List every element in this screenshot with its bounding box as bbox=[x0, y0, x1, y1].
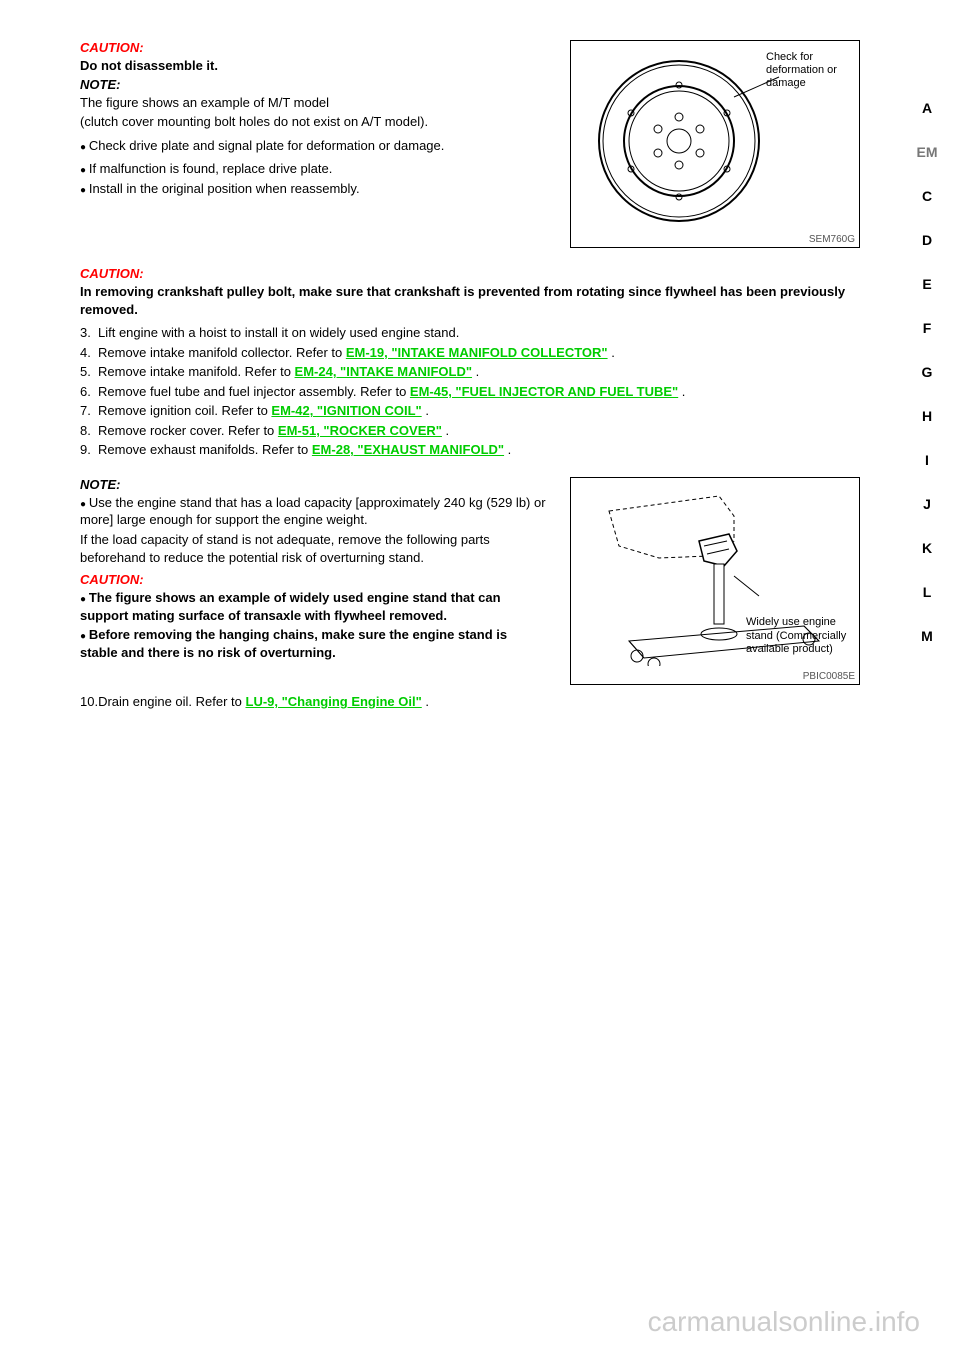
step-number: 3. bbox=[80, 324, 98, 342]
caution-text-2: In removing crankshaft pulley bolt, make… bbox=[80, 283, 860, 318]
step-number: 7. bbox=[80, 402, 98, 420]
fig2-callout: Widely use engine stand (Commercially av… bbox=[746, 616, 851, 656]
page-content: CAUTION: Do not disassemble it. NOTE: Th… bbox=[0, 0, 960, 752]
figure-driveplate: Check for deformation or damage SEM760G bbox=[570, 40, 860, 248]
watermark: carmanualsonline.info bbox=[648, 1306, 920, 1338]
caution-line: Do not disassemble it. bbox=[80, 57, 548, 75]
caution-bullet-line: The figure shows an example of widely us… bbox=[80, 589, 548, 624]
caution-bullet-line: Before removing the hanging chains, make… bbox=[80, 626, 548, 661]
cross-ref-link[interactable]: EM-24, "INTAKE MANIFOLD" bbox=[295, 364, 472, 379]
block4: 10. Drain engine oil. Refer to LU-9, "Ch… bbox=[80, 693, 860, 711]
fig1-callout: Check for deformation or damage bbox=[766, 51, 851, 91]
cross-ref-link[interactable]: EM-45, "FUEL INJECTOR AND FUEL TUBE" bbox=[410, 384, 678, 399]
step-number: 5. bbox=[80, 363, 98, 381]
block3-row: NOTE: Use the engine stand that has a lo… bbox=[80, 477, 860, 685]
cross-ref-link[interactable]: LU-9, "Changing Engine Oil" bbox=[246, 694, 422, 709]
note-bullet-line: Use the engine stand that has a load cap… bbox=[80, 494, 548, 529]
note-line: If the load capacity of stand is not ade… bbox=[80, 531, 548, 566]
step-number: 4. bbox=[80, 344, 98, 362]
cross-ref-link[interactable]: EM-28, "EXHAUST MANIFOLD" bbox=[312, 442, 504, 457]
cross-ref-link[interactable]: EM-51, "ROCKER COVER" bbox=[278, 423, 442, 438]
step: 5. Remove intake manifold. Refer to EM-2… bbox=[80, 363, 860, 381]
caution-label-2: CAUTION: bbox=[80, 266, 860, 281]
outcome-line: Install in the original position when re… bbox=[80, 180, 548, 198]
cross-ref-link[interactable]: EM-19, "INTAKE MANIFOLD COLLECTOR" bbox=[346, 345, 608, 360]
figure-enginestand: Widely use engine stand (Commercially av… bbox=[570, 477, 860, 685]
step-number: 10. bbox=[80, 693, 98, 711]
note-label-3: NOTE: bbox=[80, 477, 548, 492]
step: 10. Drain engine oil. Refer to LU-9, "Ch… bbox=[80, 693, 860, 711]
step: 6. Remove fuel tube and fuel injector as… bbox=[80, 383, 860, 401]
outcome-line: If malfunction is found, replace drive p… bbox=[80, 160, 548, 178]
fig1-ref: SEM760G bbox=[809, 234, 855, 245]
caution-label: CAUTION: bbox=[80, 40, 548, 55]
step: 9. Remove exhaust manifolds. Refer to EM… bbox=[80, 441, 860, 459]
cross-ref-link[interactable]: EM-42, "IGNITION COIL" bbox=[271, 403, 421, 418]
step: 7. Remove ignition coil. Refer to EM-42,… bbox=[80, 402, 860, 420]
step: 4. Remove intake manifold collector. Ref… bbox=[80, 344, 860, 362]
step: 8. Remove rocker cover. Refer to EM-51, … bbox=[80, 422, 860, 440]
step-number: 8. bbox=[80, 422, 98, 440]
note-line: The figure shows an example of M/T model bbox=[80, 94, 548, 112]
block1-row: CAUTION: Do not disassemble it. NOTE: Th… bbox=[80, 40, 860, 248]
note-label: NOTE: bbox=[80, 77, 548, 92]
fig2-ref: PBIC0085E bbox=[803, 671, 855, 682]
caution-label-3: CAUTION: bbox=[80, 572, 548, 587]
inspect-line: Check drive plate and signal plate for d… bbox=[80, 137, 548, 155]
block2: CAUTION: In removing crankshaft pulley b… bbox=[80, 266, 860, 459]
step-number: 9. bbox=[80, 441, 98, 459]
note-line: (clutch cover mounting bolt holes do not… bbox=[80, 113, 548, 131]
step: 3. Lift engine with a hoist to install i… bbox=[80, 324, 860, 342]
step-number: 6. bbox=[80, 383, 98, 401]
